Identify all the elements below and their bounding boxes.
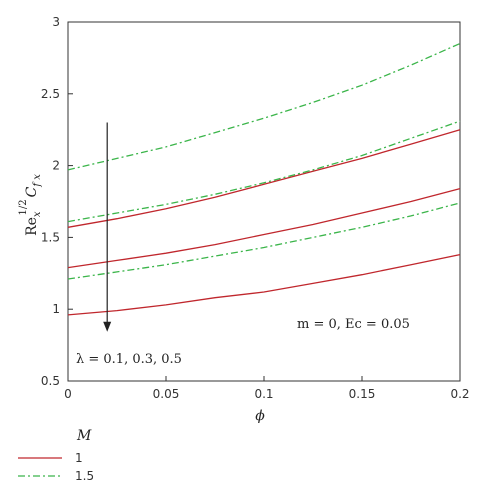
series-line-4 xyxy=(67,120,461,223)
svg-text:Rex1/2Cf x: Rex1/2 Cf x xyxy=(18,174,43,236)
x-tick-label: 0.1 xyxy=(254,387,273,401)
y-tick-label: 1 xyxy=(52,302,60,316)
y-tick-label: 0.5 xyxy=(41,374,60,388)
y-title-sup: 1/2 xyxy=(18,199,29,215)
series-line-3 xyxy=(67,42,461,171)
y-tick-label: 2.5 xyxy=(41,87,60,101)
y-tick-label: 2 xyxy=(52,159,60,173)
y-axis-title: Rex1/2 Cf x xyxy=(18,174,43,236)
legend-label-1-5: 1.5 xyxy=(75,469,94,483)
series-line-1 xyxy=(67,187,461,269)
y-title-rest: C xyxy=(24,186,40,197)
y-title-sub: x xyxy=(32,211,43,217)
legend-label-1: 1 xyxy=(75,451,83,465)
series-line-2 xyxy=(67,253,461,316)
x-tick-label: 0.2 xyxy=(450,387,469,401)
legend-title: M xyxy=(76,428,92,444)
lambda-label: λ = 0.1, 0.3, 0.5 xyxy=(76,352,182,367)
series-layer xyxy=(67,42,461,316)
x-axis-title: ϕ xyxy=(255,408,265,424)
y-tick-label: 1.5 xyxy=(41,230,60,244)
y-title-sub2: f x xyxy=(32,174,43,188)
axis-ticks: 0 0.05 0.1 0.15 0.2 0.5 1 1.5 2 2.5 3 xyxy=(41,15,470,401)
y-title-main: Re xyxy=(24,217,40,236)
x-tick-label: 0.05 xyxy=(153,387,180,401)
x-tick-label: 0.15 xyxy=(349,387,376,401)
x-tick-label: 0 xyxy=(64,387,72,401)
series-line-5 xyxy=(67,202,461,280)
lambda-arrow-head xyxy=(103,321,112,332)
y-tick-label: 3 xyxy=(52,15,60,29)
params-label: m = 0, Ec = 0.05 xyxy=(297,317,410,332)
series-line-0 xyxy=(67,129,461,228)
legend: M 1 1.5 xyxy=(18,428,94,483)
